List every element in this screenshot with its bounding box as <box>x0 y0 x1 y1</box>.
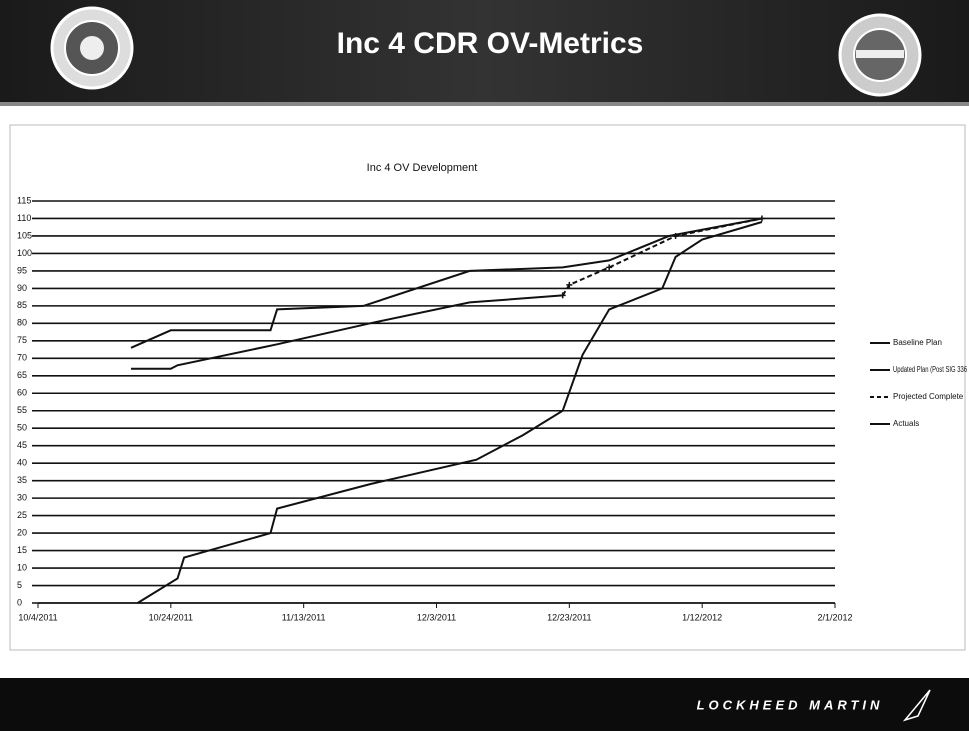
legend-label: Baseline Plan <box>893 338 942 347</box>
seal-right <box>840 15 920 95</box>
chart-title: Inc 4 OV Development <box>367 162 478 174</box>
footer-brand: LOCKHEED MARTIN <box>697 697 884 712</box>
legend-label: Updated Plan (Post SIG 336 <box>893 365 967 374</box>
y-tick-label: 20 <box>17 527 27 537</box>
series-line <box>138 222 762 603</box>
plot: 0 5 10 15 20 25 30 35 40 45 50 55 60 65 70 75 80 85 90 95 10… <box>17 195 967 622</box>
y-tick-label: 35 <box>17 475 27 485</box>
y-tick-label: 75 <box>17 335 27 345</box>
y-tick-label: 10 <box>17 562 27 572</box>
x-tick-label: 12/3/2011 <box>417 612 456 622</box>
y-tick-label: 55 <box>17 405 27 415</box>
y-tick-label: 60 <box>17 388 27 398</box>
y-tick-label: 80 <box>17 318 27 328</box>
point-marker <box>759 215 765 221</box>
y-tick-label: 15 <box>17 545 27 555</box>
y-tick-label: 45 <box>17 440 27 450</box>
y-tick-label: 30 <box>17 493 27 503</box>
x-tick-label: 12/23/2011 <box>547 612 591 622</box>
y-tick-label: 70 <box>17 353 27 363</box>
y-tick-label: 25 <box>17 510 27 520</box>
x-tick-label: 10/4/2011 <box>18 612 57 622</box>
chart-frame <box>10 125 965 650</box>
y-tick-label: 40 <box>17 458 27 468</box>
y-tick-label: 105 <box>17 230 32 240</box>
x-tick-label: 11/13/2011 <box>282 612 326 622</box>
y-tick-label: 90 <box>17 283 27 293</box>
y-tick-label: 85 <box>17 300 27 310</box>
y-tick-label: 50 <box>17 423 27 433</box>
series-line <box>131 219 762 348</box>
legend-label: Projected Complete <box>893 392 964 401</box>
y-tick-label: 65 <box>17 370 27 380</box>
seal-left <box>52 8 132 88</box>
y-tick-label: 5 <box>17 580 22 590</box>
header-rule <box>0 102 969 106</box>
y-tick-label: 110 <box>17 213 31 223</box>
legend-label: Actuals <box>893 419 919 428</box>
slide: Inc 4 CDR OV-Metrics Inc 4 OV Developmen… <box>0 0 969 731</box>
y-tick-label: 115 <box>17 195 31 205</box>
y-tick-label: 100 <box>17 248 32 258</box>
x-tick-label: 1/12/2012 <box>682 612 722 622</box>
x-tick-label: 2/1/2012 <box>817 612 852 622</box>
y-tick-label: 0 <box>17 597 22 607</box>
x-tick-label: 10/24/2011 <box>149 612 193 622</box>
y-tick-label: 95 <box>17 265 27 275</box>
slide-title: Inc 4 CDR OV-Metrics <box>337 27 644 60</box>
